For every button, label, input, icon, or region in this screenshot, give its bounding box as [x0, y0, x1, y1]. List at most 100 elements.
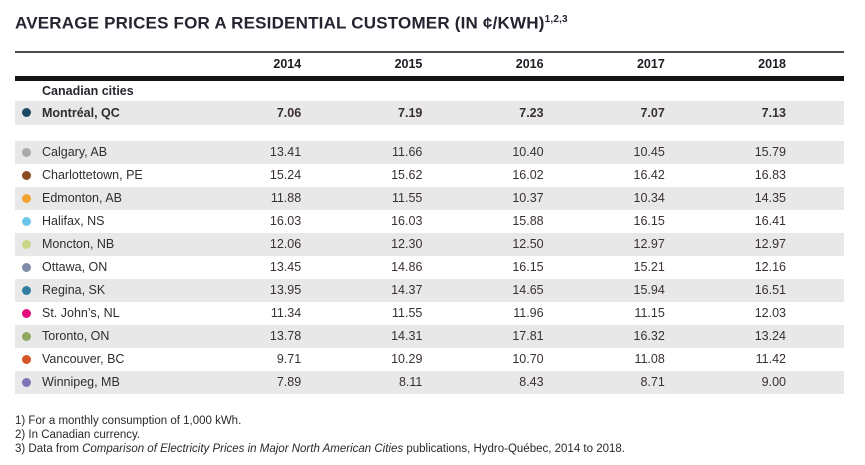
price-value: 13.78: [269, 329, 302, 344]
price-value: 14.35: [754, 191, 786, 206]
price-value: 16.02: [512, 168, 544, 183]
year-column-header: 2014: [273, 57, 302, 72]
footnote-1: 1) For a monthly consumption of 1,000 kW…: [15, 414, 242, 427]
price-value: 10.40: [512, 145, 544, 160]
city-cell: Halifax, NS: [15, 214, 238, 228]
city-cell: Winnipeg, MB: [15, 375, 238, 389]
city-cell: Edmonton, AB: [15, 191, 238, 205]
price-value: 11.34: [270, 306, 302, 321]
footnote-3-publication-title: Comparison of Electricity Prices in Majo…: [82, 442, 404, 455]
city-rows: Calgary, AB 13.41 11.66 10.40 10.45 15.7…: [15, 140, 844, 394]
table-row-montreal: Montréal, QC 7.06 7.19 7.23 7.07 7.13: [15, 100, 844, 125]
section-gap: [15, 125, 844, 141]
price-value: 16.03: [391, 214, 423, 229]
price-value: 13.24: [754, 329, 786, 344]
price-value: 11.08: [634, 352, 665, 367]
price-value: 11.55: [392, 306, 423, 321]
header-rule: [15, 75, 844, 81]
city-label: Edmonton, AB: [42, 191, 122, 206]
city-cell: Calgary, AB: [15, 145, 238, 159]
price-value: 14.31: [391, 329, 423, 344]
city-dot-icon: [22, 147, 31, 157]
price-value: 12.30: [391, 237, 423, 252]
city-cell: Montréal, QC: [15, 106, 238, 120]
price-value: 16.15: [633, 214, 665, 229]
price-value: 12.03: [754, 306, 786, 321]
price-value: 12.06: [269, 237, 302, 252]
price-value: 12.97: [754, 237, 786, 252]
footnote-3: 3) Data from Comparison of Electricity P…: [15, 442, 844, 456]
table-row: Calgary, AB 13.41 11.66 10.40 10.45 15.7…: [15, 140, 844, 164]
price-value: 13.41: [269, 145, 302, 160]
price-value: 15.24: [269, 168, 302, 183]
footnote-3-prefix: 3) Data from: [15, 442, 83, 455]
price-value: 15.21: [633, 260, 665, 275]
city-label: Winnipeg, MB: [42, 375, 120, 390]
year-column-header: 2018: [758, 57, 786, 72]
page-title-text: AVERAGE PRICES FOR A RESIDENTIAL CUSTOME…: [15, 13, 545, 33]
city-label: Moncton, NB: [42, 237, 115, 252]
table-row: Edmonton, AB 11.88 11.55 10.37 10.34 14.…: [15, 186, 844, 210]
price-value: 14.86: [391, 260, 423, 275]
city-dot-icon: [22, 331, 31, 341]
city-cell: Charlottetown, PE: [15, 168, 238, 182]
price-value: 15.79: [754, 145, 786, 160]
table-row: Ottawa, ON 13.45 14.86 16.15 15.21 12.16: [15, 256, 844, 279]
year-column-header: 2015: [394, 57, 423, 72]
city-dot-icon: [22, 170, 31, 180]
city-dot-icon: [22, 108, 31, 118]
price-value: 7.06: [276, 105, 302, 120]
price-value: 11.15: [634, 306, 665, 321]
city-dot-icon: [22, 262, 31, 272]
city-dot-icon: [22, 354, 31, 364]
table-row: Vancouver, BC 9.71 10.29 10.70 11.08 11.…: [15, 348, 844, 371]
price-value: 17.81: [512, 329, 544, 344]
table-row: Charlottetown, PE 15.24 15.62 16.02 16.4…: [15, 164, 844, 187]
price-value: 10.37: [512, 191, 544, 206]
city-label: Vancouver, BC: [42, 352, 125, 367]
city-label: Calgary, AB: [42, 145, 108, 160]
city-cell: Vancouver, BC: [15, 352, 238, 366]
city-label: Montréal, QC: [42, 105, 120, 120]
price-value: 15.62: [391, 168, 423, 183]
price-value: 12.16: [754, 260, 786, 275]
city-dot-icon: [22, 308, 31, 318]
table-row: Regina, SK 13.95 14.37 14.65 15.94 16.51: [15, 278, 844, 302]
city-dot-icon: [22, 239, 31, 249]
price-value: 16.51: [754, 283, 786, 298]
price-value: 11.96: [513, 306, 544, 321]
price-value: 15.88: [512, 214, 544, 229]
price-value: 15.94: [633, 283, 665, 298]
price-value: 14.65: [512, 283, 544, 298]
year-column-header: 2016: [515, 57, 544, 72]
price-value: 16.15: [512, 260, 544, 275]
city-dot-icon: [22, 377, 31, 387]
city-dot-icon: [22, 285, 31, 295]
city-label: Halifax, NS: [42, 214, 105, 229]
price-value: 16.83: [754, 168, 786, 183]
table-row: Halifax, NS 16.03 16.03 15.88 16.15 16.4…: [15, 210, 844, 233]
price-value: 10.45: [633, 145, 665, 160]
price-value: 11.88: [270, 191, 302, 206]
city-cell: Moncton, NB: [15, 237, 238, 251]
price-value: 16.32: [633, 329, 665, 344]
price-value: 12.50: [512, 237, 544, 252]
price-value: 10.70: [512, 352, 544, 367]
price-value: 7.13: [761, 105, 786, 120]
top-rule: [15, 50, 844, 53]
footnote-2: 2) In Canadian currency.: [15, 428, 141, 441]
price-value: 10.34: [633, 191, 665, 206]
price-value: 13.45: [269, 260, 302, 275]
price-value: 11.55: [392, 191, 423, 206]
city-dot-icon: [22, 193, 31, 203]
price-value: 14.37: [391, 283, 423, 298]
city-label: Charlottetown, PE: [42, 168, 143, 183]
city-cell: Regina, SK: [15, 283, 238, 297]
table-row: St. John’s, NL 11.34 11.55 11.96 11.15 1…: [15, 302, 844, 325]
price-value: 11.42: [755, 352, 786, 367]
city-dot-icon: [22, 216, 31, 226]
year-column-header: 2017: [636, 57, 665, 72]
footnotes: 1) For a monthly consumption of 1,000 kW…: [15, 414, 844, 456]
city-cell: St. John’s, NL: [15, 306, 238, 320]
